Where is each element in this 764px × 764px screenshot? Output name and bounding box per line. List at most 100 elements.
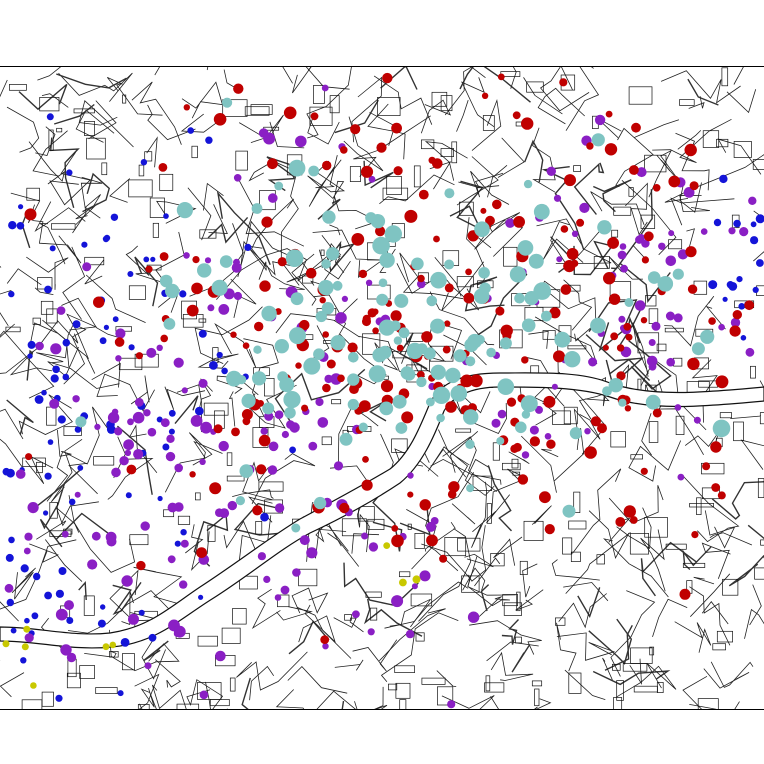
map-point-purple[interactable]	[123, 439, 134, 451]
map-point-purple[interactable]	[124, 449, 132, 457]
map-point-teal[interactable]	[376, 293, 389, 306]
map-point-teal[interactable]	[288, 159, 306, 177]
map-point-red[interactable]	[209, 482, 222, 495]
map-point-blue[interactable]	[55, 694, 63, 702]
map-point-red[interactable]	[465, 268, 472, 276]
map-point-red[interactable]	[191, 282, 203, 295]
map-point-blue[interactable]	[20, 657, 27, 664]
map-point-red[interactable]	[616, 344, 625, 352]
map-point-purple[interactable]	[143, 409, 151, 417]
map-point-purple[interactable]	[181, 387, 188, 394]
map-point-red[interactable]	[231, 427, 240, 437]
map-point-red[interactable]	[605, 110, 613, 118]
map-point-red[interactable]	[560, 225, 569, 233]
map-point-purple[interactable]	[121, 575, 133, 587]
map-point-purple[interactable]	[634, 300, 646, 311]
map-point-red[interactable]	[301, 404, 309, 412]
map-point-purple[interactable]	[200, 421, 213, 434]
map-point-red[interactable]	[566, 248, 579, 260]
map-point-purple[interactable]	[635, 235, 644, 244]
map-point-purple[interactable]	[231, 262, 242, 273]
map-point-red[interactable]	[372, 308, 379, 315]
map-point-blue[interactable]	[736, 276, 743, 283]
map-point-blue[interactable]	[750, 221, 757, 228]
map-point-red[interactable]	[546, 439, 556, 449]
map-point-teal[interactable]	[322, 210, 336, 224]
map-point-teal[interactable]	[315, 310, 327, 323]
map-point-red[interactable]	[495, 306, 505, 316]
map-point-purple[interactable]	[521, 451, 530, 459]
map-point-blue[interactable]	[6, 598, 14, 607]
map-point-teal[interactable]	[339, 432, 353, 446]
map-point-red[interactable]	[189, 471, 196, 478]
map-point-red[interactable]	[623, 505, 636, 518]
map-point-purple[interactable]	[677, 473, 685, 481]
map-point-purple[interactable]	[257, 552, 266, 561]
map-point-purple[interactable]	[368, 542, 379, 552]
map-point-red[interactable]	[602, 344, 609, 351]
map-point-purple[interactable]	[579, 202, 590, 213]
map-point-teal[interactable]	[436, 413, 445, 423]
map-point-red[interactable]	[391, 534, 404, 548]
map-point-teal[interactable]	[647, 271, 661, 284]
map-point-red[interactable]	[463, 292, 475, 304]
map-point-purple[interactable]	[419, 570, 431, 582]
map-point-purple[interactable]	[535, 405, 543, 414]
map-point-yellow[interactable]	[399, 578, 407, 587]
map-point-blue[interactable]	[157, 495, 163, 502]
map-point-teal[interactable]	[691, 342, 705, 356]
map-point-purple[interactable]	[666, 357, 675, 367]
map-point-red[interactable]	[135, 352, 143, 360]
map-point-yellow[interactable]	[21, 643, 29, 651]
map-point-blue[interactable]	[756, 259, 764, 267]
map-point-blue[interactable]	[6, 468, 15, 478]
map-point-red[interactable]	[444, 283, 454, 293]
map-point-purple[interactable]	[491, 418, 501, 428]
map-point-teal[interactable]	[75, 416, 87, 428]
map-point-teal[interactable]	[645, 394, 661, 410]
map-point-blue[interactable]	[728, 282, 738, 291]
map-point-purple[interactable]	[361, 532, 369, 540]
map-point-teal[interactable]	[700, 329, 715, 344]
map-point-red[interactable]	[433, 235, 440, 243]
map-point-blue[interactable]	[187, 127, 194, 134]
map-point-blue[interactable]	[148, 633, 157, 642]
map-point-red[interactable]	[390, 310, 402, 322]
map-point-red[interactable]	[419, 499, 431, 511]
map-point-blue[interactable]	[43, 510, 49, 516]
map-point-red[interactable]	[732, 310, 742, 320]
map-point-red[interactable]	[196, 547, 208, 558]
map-point-red[interactable]	[136, 560, 146, 571]
map-point-teal[interactable]	[524, 291, 539, 306]
map-point-purple[interactable]	[160, 418, 170, 428]
map-point-teal[interactable]	[261, 305, 277, 322]
map-point-red[interactable]	[322, 383, 331, 393]
map-point-teal[interactable]	[313, 496, 327, 510]
map-point-purple[interactable]	[218, 304, 230, 315]
map-point-blue[interactable]	[138, 609, 145, 616]
map-point-purple[interactable]	[106, 536, 117, 547]
map-point-blue[interactable]	[8, 290, 15, 298]
map-point-red[interactable]	[506, 397, 517, 407]
map-point-red[interactable]	[687, 357, 700, 371]
map-point-red[interactable]	[93, 296, 105, 308]
map-point-teal[interactable]	[211, 279, 228, 296]
map-point-purple[interactable]	[173, 357, 184, 368]
map-point-blue[interactable]	[205, 136, 213, 144]
map-point-purple[interactable]	[263, 132, 276, 145]
map-point-teal[interactable]	[554, 331, 571, 348]
map-point-teal[interactable]	[308, 165, 320, 177]
map-point-purple[interactable]	[620, 264, 628, 273]
map-point-red[interactable]	[710, 441, 722, 453]
map-point-purple[interactable]	[268, 193, 278, 203]
map-point-red[interactable]	[691, 531, 699, 539]
map-point-red[interactable]	[553, 350, 565, 363]
map-point-red[interactable]	[711, 483, 721, 492]
map-point-teal[interactable]	[165, 283, 180, 299]
map-point-blue[interactable]	[57, 415, 66, 424]
map-point-purple[interactable]	[128, 613, 139, 625]
map-point-red[interactable]	[267, 158, 278, 170]
map-point-red[interactable]	[416, 370, 425, 379]
map-point-teal[interactable]	[219, 255, 233, 268]
map-point-blue[interactable]	[143, 256, 150, 263]
